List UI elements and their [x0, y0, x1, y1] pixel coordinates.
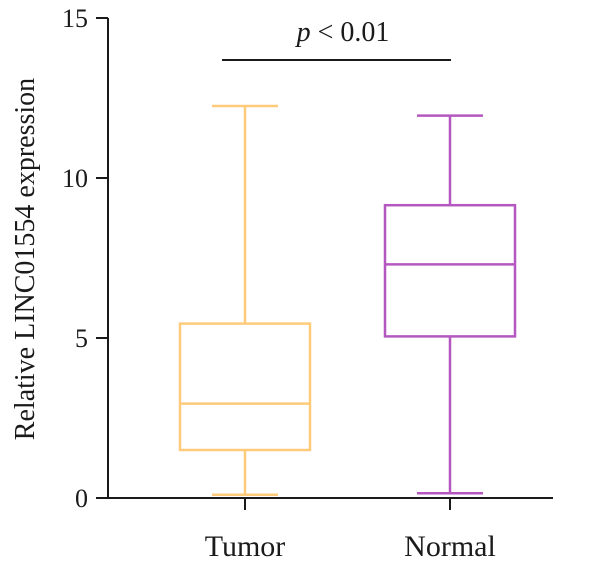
y-ticks: 0 5 10 15	[62, 4, 108, 513]
y-tick-label: 0	[75, 484, 88, 513]
x-tick-label: Normal	[404, 530, 496, 563]
y-tick-label: 10	[62, 164, 88, 193]
y-tick-label: 15	[62, 4, 88, 33]
y-tick-label: 5	[75, 324, 88, 353]
x-tick-label: Tumor	[205, 530, 286, 563]
boxes	[178, 104, 517, 497]
iqr-box	[383, 203, 517, 338]
p-symbol: p	[295, 17, 311, 48]
box-tumor	[178, 104, 312, 497]
iqr-box	[178, 322, 312, 452]
box-normal	[383, 114, 517, 495]
p-value-annotation: p < 0.01	[295, 17, 390, 48]
y-axis-label: Relative LINC01554 expression	[10, 78, 41, 440]
x-ticks: Tumor Normal	[205, 498, 496, 563]
p-threshold: < 0.01	[311, 17, 390, 48]
